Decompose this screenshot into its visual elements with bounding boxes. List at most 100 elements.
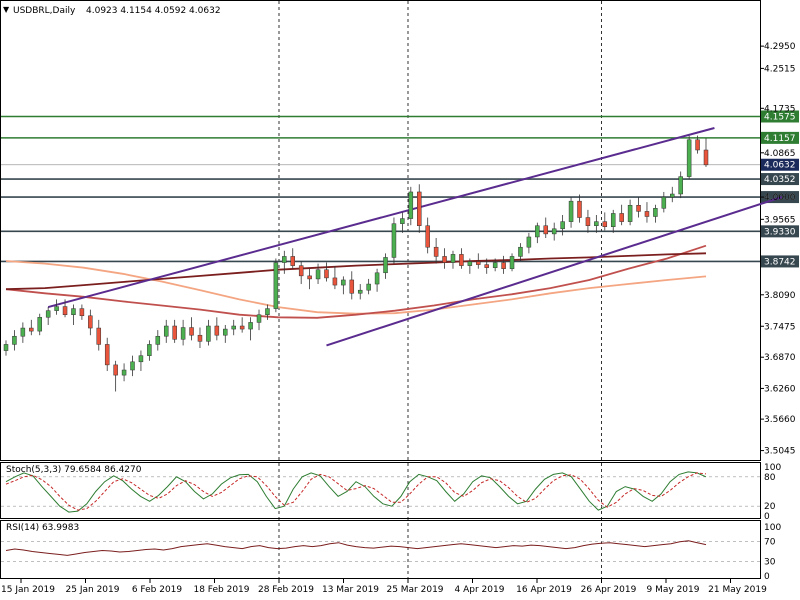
date-tick-label: 13 Mar 2019	[322, 585, 379, 595]
date-tick-label: 25 Jan 2019	[66, 585, 120, 595]
candle-body	[223, 328, 228, 336]
level-tag	[761, 173, 799, 186]
candle-body	[130, 361, 135, 371]
candle-body	[526, 236, 532, 248]
oscillator-level-label: 20	[764, 502, 776, 512]
candle-body	[214, 325, 220, 336]
candle-body	[138, 355, 144, 363]
candle-body	[391, 223, 397, 258]
candle-body	[627, 205, 633, 222]
candle-body	[37, 317, 42, 332]
candle-body	[155, 335, 161, 345]
candle-body	[163, 325, 169, 337]
stoch-pane-frame	[0, 462, 761, 519]
oscillator-level-label: 100	[764, 463, 781, 473]
date-tick-label: 6 Feb 2019	[132, 585, 183, 595]
candle-body	[231, 325, 236, 330]
candle-body	[45, 310, 51, 318]
candle-body	[695, 139, 700, 151]
oscillator-line	[5, 471, 707, 513]
candle-body	[433, 246, 439, 257]
oscillator-level-label: 80	[764, 473, 776, 483]
candle-body	[383, 257, 388, 274]
candle-body	[585, 217, 591, 226]
rsi-label: RSI(14) 63.9983	[6, 523, 79, 533]
oscillator-level-label: 0	[764, 512, 770, 522]
candle-body	[417, 191, 422, 226]
candle-body	[332, 277, 338, 286]
current-price-tag	[761, 158, 799, 171]
date-tick-label: 4 Apr 2019	[455, 585, 505, 595]
candle-body	[20, 327, 26, 337]
rsi-pane-frame	[0, 520, 761, 579]
candle-body	[29, 327, 34, 332]
date-axis: 15 Jan 2019 25 Jan 2019 6 Feb 2019 18 Feb 2…	[1, 578, 767, 595]
price-tick-label: 3.5660	[764, 415, 796, 425]
candle-body	[79, 308, 85, 317]
candle-body	[484, 264, 489, 268]
date-tick-label: 21 May 2019	[708, 585, 767, 595]
vertical-separators	[278, 1, 602, 578]
candle-body	[54, 306, 59, 311]
candle-body	[610, 213, 616, 227]
candle-body	[172, 325, 177, 340]
candle-body	[265, 308, 270, 315]
candle-body	[248, 322, 253, 330]
candle-body	[408, 191, 414, 219]
candle-body	[425, 225, 430, 248]
candle-body	[518, 246, 523, 257]
candle-body	[71, 308, 76, 315]
level-label: 4.0352	[764, 175, 796, 185]
level-label: 3.8742	[764, 257, 796, 267]
candle-body	[357, 289, 363, 294]
price-tick-label: 3.7475	[764, 322, 796, 332]
candle-body	[307, 275, 312, 280]
candle-body	[341, 279, 346, 286]
candle-body	[298, 265, 304, 277]
current-price-label: 4.0632	[764, 161, 796, 171]
level-tag	[761, 225, 799, 238]
candle-body	[678, 176, 683, 195]
trendline	[326, 196, 783, 347]
stoch-label: Stoch(5,3,3) 79.6584 86.4270	[6, 465, 142, 475]
candle-body	[113, 364, 118, 376]
candle-body	[476, 261, 481, 265]
candle-body	[636, 205, 641, 212]
level-tag	[761, 255, 799, 268]
candle-body	[180, 327, 186, 340]
candle-body	[282, 256, 287, 263]
candle-body	[602, 221, 608, 227]
candle-body	[324, 269, 329, 279]
price-tick-label: 4.2950	[764, 42, 796, 52]
candle-body	[560, 221, 565, 230]
candle-body	[501, 262, 506, 269]
symbol-dropdown-icon[interactable]: ▼	[3, 5, 10, 14]
candle-body	[273, 262, 279, 309]
date-tick-label: 18 Feb 2019	[193, 585, 249, 595]
trendlines	[47, 127, 783, 347]
candle-body	[577, 200, 582, 218]
candle-body	[197, 334, 203, 342]
candle-body	[653, 208, 658, 217]
date-tick-label: 9 May 2019	[647, 585, 700, 595]
oscillator-level-label: 100	[764, 523, 781, 533]
candle-body	[535, 225, 540, 238]
level-tag	[761, 131, 799, 144]
candle-body	[442, 256, 447, 263]
oscillator-line	[5, 540, 707, 556]
candle-body	[88, 315, 93, 329]
price-tick-label: 3.6260	[764, 384, 796, 394]
moving-averages	[5, 244, 707, 319]
candle-body	[290, 256, 295, 266]
oscillator-line	[5, 472, 707, 511]
candle-body	[239, 325, 245, 330]
price-axis: 4.2950 4.2515 4.1735 4.0865 4.0000 3.9565 3.80…	[760, 42, 796, 457]
candle-body	[315, 269, 321, 280]
candle-body	[686, 139, 692, 177]
candle-body	[450, 254, 456, 263]
date-tick-label: 16 Apr 2019	[516, 585, 572, 595]
candle-body	[400, 218, 405, 224]
candle-body	[147, 344, 152, 356]
candle-body	[644, 211, 650, 217]
